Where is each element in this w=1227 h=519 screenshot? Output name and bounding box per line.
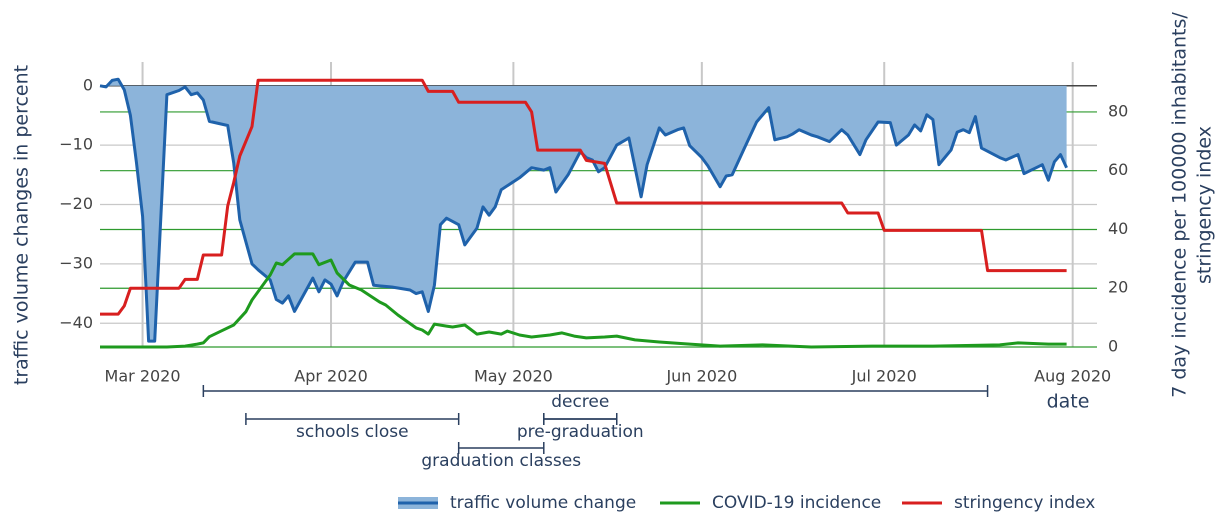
- annotation: decree: [551, 392, 609, 412]
- y-tick-label: −20: [59, 194, 93, 213]
- x-tick-label: Aug 2020: [1034, 367, 1111, 386]
- y-tick-label: −10: [59, 135, 93, 154]
- annotation: pre-graduation: [517, 422, 644, 442]
- x-tick-label: Jul 2020: [851, 367, 917, 386]
- y2-axis-title: stringency index: [1194, 126, 1216, 284]
- y-tick-label: 0: [83, 75, 93, 94]
- x-axis-title: date: [1047, 391, 1090, 413]
- y2-tick-label: 20: [1108, 278, 1128, 297]
- y2-axis-title: 7 day incidence per 100000 inhabitants/: [1169, 12, 1191, 398]
- line: [100, 78, 1067, 316]
- legend-label: stringency index: [954, 493, 1095, 513]
- annotation: schools close: [296, 422, 409, 442]
- y2-tick-label: 80: [1108, 101, 1128, 120]
- y2-tick-label: 0: [1108, 337, 1118, 356]
- x-tick-label: Apr 2020: [294, 367, 367, 386]
- line: [100, 252, 1067, 349]
- y2-tick-label: 40: [1108, 219, 1128, 238]
- legend-label: traffic volume change: [450, 493, 636, 513]
- legend-label: COVID-19 incidence: [712, 493, 881, 513]
- y-axis-title: traffic volume changes in percent: [11, 65, 33, 385]
- y-tick-label: −40: [59, 313, 93, 332]
- x-tick-label: May 2020: [474, 367, 553, 386]
- y-tick-label: −30: [59, 253, 93, 272]
- x-tick-label: Jun 2020: [665, 367, 737, 386]
- y2-tick-label: 60: [1108, 160, 1128, 179]
- area: [100, 79, 1067, 342]
- x-tick-label: Mar 2020: [105, 367, 181, 386]
- annotation: graduation classes: [421, 451, 581, 471]
